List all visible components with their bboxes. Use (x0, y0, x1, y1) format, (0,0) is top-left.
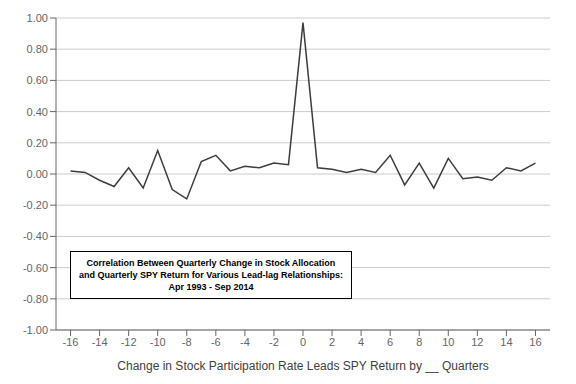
svg-text:0.20: 0.20 (27, 137, 48, 149)
svg-text:-6: -6 (211, 336, 221, 348)
svg-text:10: 10 (442, 336, 454, 348)
svg-text:-0.20: -0.20 (23, 199, 48, 211)
svg-text:-12: -12 (121, 336, 137, 348)
svg-text:-1.00: -1.00 (23, 324, 48, 336)
svg-text:1.00: 1.00 (27, 12, 48, 24)
svg-text:4: 4 (358, 336, 364, 348)
svg-text:16: 16 (529, 336, 541, 348)
svg-text:-8: -8 (182, 336, 192, 348)
svg-text:12: 12 (471, 336, 483, 348)
svg-text:14: 14 (500, 336, 512, 348)
svg-text:6: 6 (387, 336, 393, 348)
svg-text:-2: -2 (269, 336, 279, 348)
html-text:and Quarterly SPY Return for V: and Quarterly SPY Return for Various Lea… (79, 270, 343, 281)
svg-text:0.60: 0.60 (27, 74, 48, 86)
svg-text:2: 2 (329, 336, 335, 348)
svg-text:0: 0 (300, 336, 306, 348)
html-text:Correlation Between Quarterly: Correlation Between Quarterly Change in … (86, 258, 336, 269)
svg-text:Change in Stock Participation: Change in Stock Participation Rate Leads… (117, 359, 488, 373)
svg-text:-0.40: -0.40 (23, 230, 48, 242)
svg-text:0.00: 0.00 (27, 168, 48, 180)
svg-text:-10: -10 (150, 336, 166, 348)
svg-text:0.80: 0.80 (27, 43, 48, 55)
svg-text:-0.60: -0.60 (23, 262, 48, 274)
svg-text:-0.80: -0.80 (23, 293, 48, 305)
html-text:Apr 1993 - Sep 2014: Apr 1993 - Sep 2014 (168, 282, 254, 293)
svg-text:-16: -16 (63, 336, 79, 348)
svg-text:-4: -4 (240, 336, 250, 348)
svg-text:0.40: 0.40 (27, 106, 48, 118)
svg-text:8: 8 (416, 336, 422, 348)
svg-text:-14: -14 (92, 336, 108, 348)
